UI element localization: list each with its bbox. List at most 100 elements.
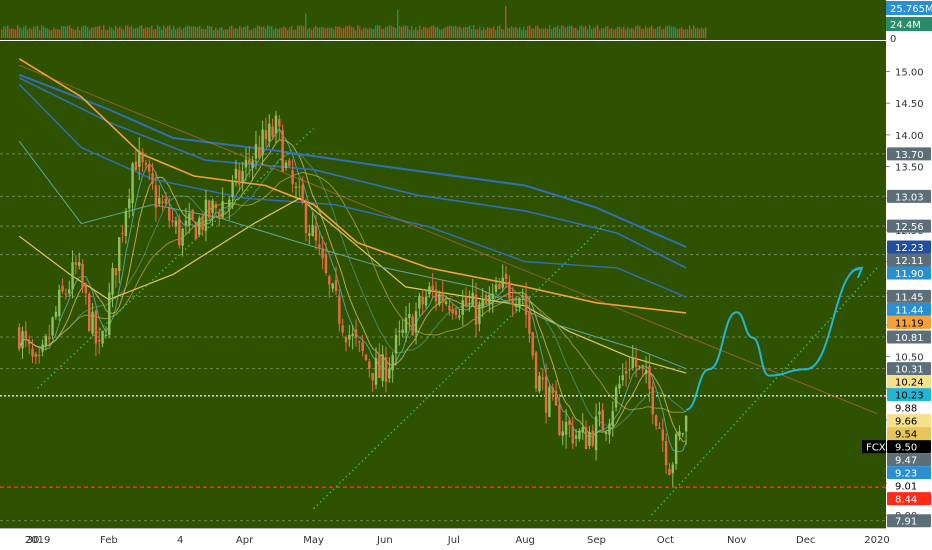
candle[interactable] (568, 417, 571, 438)
candle[interactable] (164, 191, 168, 207)
candle[interactable] (228, 196, 231, 221)
candle[interactable] (158, 185, 161, 207)
candle[interactable] (621, 363, 624, 386)
candle[interactable] (608, 418, 611, 444)
candle[interactable] (538, 371, 541, 394)
volume-pane[interactable] (0, 6, 886, 41)
candle[interactable] (31, 339, 34, 364)
candle[interactable] (408, 302, 411, 330)
candle[interactable] (584, 420, 588, 450)
candle[interactable] (668, 463, 671, 476)
candle[interactable] (78, 252, 81, 270)
candle[interactable] (64, 288, 68, 300)
candle[interactable] (441, 280, 444, 312)
candle[interactable] (331, 282, 334, 293)
candle[interactable] (681, 432, 684, 438)
candle[interactable] (341, 318, 344, 336)
candle[interactable] (268, 114, 271, 148)
candle[interactable] (38, 345, 41, 364)
candle[interactable] (431, 272, 434, 299)
candle[interactable] (418, 292, 421, 317)
candle[interactable] (258, 135, 261, 160)
candle[interactable] (528, 298, 531, 343)
candle[interactable] (161, 194, 164, 211)
candle[interactable] (311, 212, 314, 237)
candle[interactable] (421, 289, 424, 315)
candle[interactable] (451, 303, 454, 320)
candle[interactable] (324, 242, 328, 276)
candle[interactable] (591, 424, 594, 448)
candle[interactable] (278, 114, 281, 140)
candle[interactable] (391, 351, 394, 383)
candle[interactable] (188, 202, 191, 234)
candle[interactable] (201, 213, 204, 237)
candle[interactable] (104, 326, 108, 339)
candle[interactable] (318, 231, 321, 255)
candle[interactable] (614, 384, 618, 412)
candle[interactable] (211, 198, 214, 227)
candle[interactable] (484, 290, 488, 304)
candle[interactable] (91, 303, 94, 336)
candle[interactable] (261, 120, 264, 166)
candle[interactable] (388, 357, 391, 383)
candle[interactable] (454, 306, 458, 319)
candle[interactable] (574, 429, 578, 447)
candle[interactable] (71, 250, 74, 299)
candle[interactable] (124, 207, 128, 244)
candle[interactable] (144, 159, 148, 171)
candle[interactable] (244, 147, 248, 182)
candle[interactable] (348, 324, 351, 347)
candle[interactable] (488, 286, 491, 313)
candle[interactable] (631, 345, 634, 371)
candle[interactable] (628, 356, 631, 380)
candle[interactable] (561, 420, 564, 446)
candle[interactable] (68, 280, 71, 297)
candle[interactable] (34, 351, 38, 364)
candle[interactable] (428, 282, 431, 298)
candle[interactable] (434, 281, 438, 311)
candle[interactable] (424, 289, 428, 309)
candle[interactable] (598, 402, 601, 427)
candle[interactable] (88, 291, 91, 333)
candle[interactable] (114, 267, 118, 288)
candle[interactable] (208, 199, 211, 221)
candle[interactable] (184, 207, 188, 235)
candle[interactable] (511, 286, 514, 317)
candle[interactable] (181, 227, 184, 257)
candle[interactable] (411, 313, 414, 336)
candle[interactable] (264, 118, 268, 148)
candle[interactable] (394, 328, 398, 366)
candle[interactable] (281, 124, 284, 173)
candle[interactable] (141, 148, 144, 173)
candle[interactable] (541, 368, 544, 391)
candle[interactable] (204, 190, 208, 242)
candle[interactable] (461, 289, 464, 326)
candle[interactable] (398, 320, 401, 346)
candle[interactable] (238, 162, 241, 192)
candle[interactable] (304, 198, 308, 242)
candle[interactable] (118, 237, 121, 284)
candle[interactable] (501, 264, 504, 292)
candle[interactable] (174, 216, 178, 234)
candle[interactable] (54, 306, 58, 320)
candle[interactable] (288, 158, 291, 168)
candle[interactable] (671, 461, 674, 487)
candle[interactable] (524, 281, 528, 329)
candle[interactable] (401, 319, 404, 338)
candle[interactable] (544, 363, 548, 424)
candle[interactable] (444, 295, 448, 306)
candle[interactable] (344, 335, 348, 352)
candle[interactable] (354, 319, 358, 347)
candle[interactable] (111, 262, 114, 308)
candle[interactable] (334, 266, 338, 295)
candle[interactable] (41, 339, 44, 357)
candle[interactable] (504, 265, 508, 288)
candle[interactable] (464, 287, 468, 308)
candle[interactable] (448, 299, 451, 316)
candle[interactable] (644, 356, 648, 384)
candle[interactable] (551, 383, 554, 401)
candle[interactable] (594, 403, 598, 461)
candle[interactable] (601, 403, 604, 431)
